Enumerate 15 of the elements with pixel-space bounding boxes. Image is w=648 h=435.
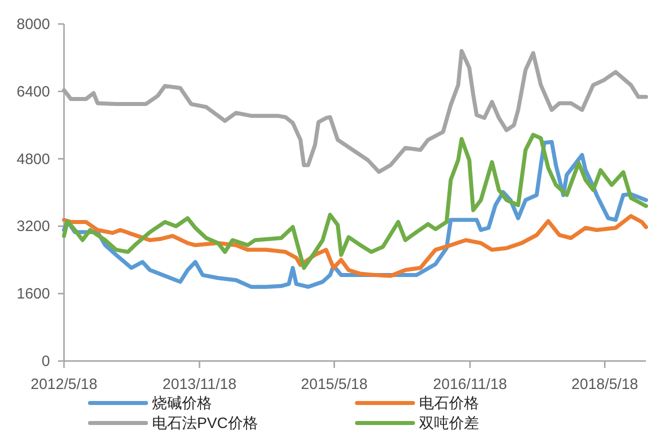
y-tick-label: 0 <box>42 353 50 370</box>
x-tick-label: 2015/5/18 <box>300 376 368 393</box>
legend-label: 烧碱价格 <box>152 395 212 412</box>
x-tick-label: 2013/11/18 <box>162 376 236 393</box>
y-tick-label: 6400 <box>16 83 50 100</box>
legend-label: 双吨价差 <box>419 415 479 432</box>
legend-label: 电石价格 <box>419 395 479 412</box>
x-tick-label: 2016/11/18 <box>433 376 507 393</box>
x-tick-label: 2018/5/18 <box>571 376 638 393</box>
legend-label: 电石法PVC价格 <box>152 415 258 432</box>
y-tick-label: 4800 <box>16 150 50 168</box>
y-tick-label: 3200 <box>16 218 50 236</box>
y-tick-label: 1600 <box>16 286 50 303</box>
x-tick-label: 2012/5/18 <box>30 376 98 393</box>
y-tick-label: 8000 <box>16 16 50 33</box>
